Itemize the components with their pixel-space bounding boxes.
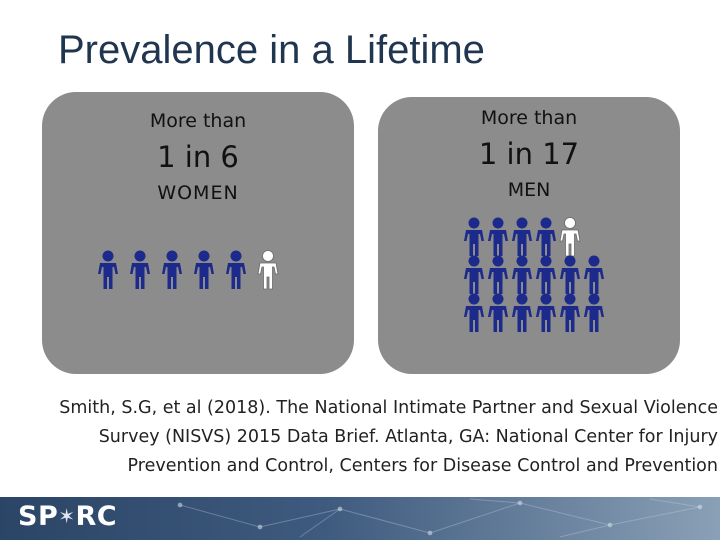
logo-text-right: RC [75, 501, 118, 532]
men-prefix: More than [480, 107, 578, 129]
citation: Smith, S.G, et al (2018). The National I… [59, 394, 718, 481]
women-prefix: More than [149, 110, 247, 132]
person-icon [226, 250, 246, 289]
person-icon [560, 293, 580, 332]
citation-line: Prevention and Control, Centers for Dise… [127, 456, 718, 476]
person-icon [536, 293, 556, 332]
person-icon [257, 250, 279, 290]
person-icon [560, 255, 580, 294]
logo-text-left: SP [18, 501, 59, 532]
person-icon [512, 217, 532, 256]
person-icon [464, 255, 484, 294]
person-icon [536, 255, 556, 294]
women-panel: More than 1 in 6 WOMEN [42, 92, 354, 374]
women-label: WOMEN [157, 182, 239, 204]
logo-star-icon: ✶ [58, 504, 76, 528]
person-icon [512, 293, 532, 332]
person-icon [98, 250, 118, 289]
citation-line: Smith, S.G, et al (2018). The National I… [59, 398, 718, 418]
person-icon [559, 217, 581, 257]
person-icon [464, 217, 484, 256]
person-icon [488, 217, 508, 256]
slide-title: Prevalence in a Lifetime [58, 28, 485, 72]
network-pattern [177, 498, 703, 538]
footer-bar: SP✶RC [0, 497, 720, 540]
person-icon [584, 255, 604, 294]
person-icon [464, 293, 484, 332]
person-icon [512, 255, 532, 294]
men-ratio: 1 in 17 [478, 137, 580, 171]
person-icon [536, 217, 556, 256]
sparc-logo: SP✶RC [18, 501, 117, 532]
citation-line: Survey (NISVS) 2015 Data Brief. Atlanta,… [98, 427, 718, 447]
person-icon [162, 250, 182, 289]
person-icon [130, 250, 150, 289]
person-icon [194, 250, 214, 289]
person-icon [584, 293, 604, 332]
person-icon [488, 293, 508, 332]
men-label: MEN [507, 179, 551, 201]
women-ratio: 1 in 6 [157, 140, 239, 174]
person-icon [488, 255, 508, 294]
men-panel: More than 1 in 17 MEN [378, 97, 680, 374]
